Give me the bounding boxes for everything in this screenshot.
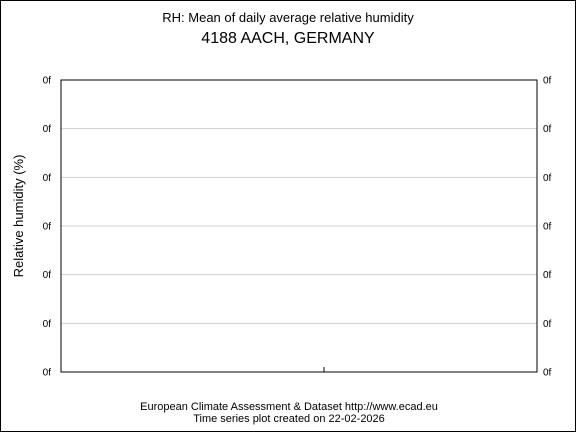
y-tick-label-right: 0f (543, 319, 552, 330)
chart-subtitle: 4188 AACH, GERMANY (201, 30, 375, 47)
y-tick-label-left: 0f (43, 222, 52, 233)
plot-area (60, 79, 538, 373)
chart-title: RH: Mean of daily average relative humid… (162, 10, 414, 25)
y-tick-label-left: 0f (43, 319, 52, 330)
footer-created: Time series plot created on 22-02-2026 (193, 413, 385, 425)
y-tick-label-left: 0f (43, 368, 52, 379)
right-y-tick-labels: 0f 0f 0f 0f 0f 0f 0f (543, 76, 552, 379)
y-tick-label-right: 0f (543, 76, 552, 87)
y-tick-label-right: 0f (543, 222, 552, 233)
y-tick-label-left: 0f (43, 173, 52, 184)
y-tick-label-left: 0f (43, 76, 52, 87)
y-tick-label-left: 0f (43, 270, 52, 281)
y-tick-label-right: 0f (543, 173, 552, 184)
left-y-tick-labels: 0f 0f 0f 0f 0f 0f 0f (43, 76, 52, 379)
y-tick-label-right: 0f (543, 124, 552, 135)
y-tick-label-left: 0f (43, 124, 52, 135)
y-tick-label-right: 0f (543, 368, 552, 379)
grid-lines (61, 128, 537, 324)
y-axis-title: Relative humidity (%) (11, 155, 26, 278)
footer-source: European Climate Assessment & Dataset ht… (140, 401, 438, 413)
y-tick-label-right: 0f (543, 270, 552, 281)
